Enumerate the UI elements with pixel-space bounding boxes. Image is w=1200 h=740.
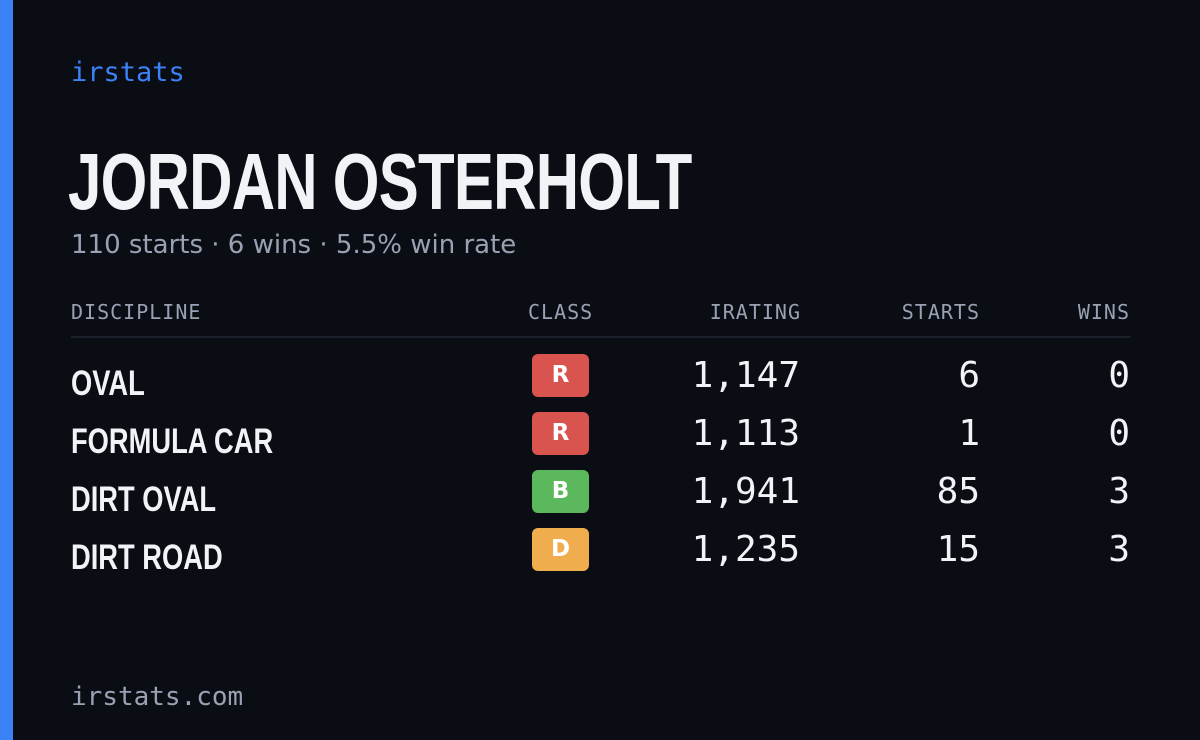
header-starts: STARTS — [901, 300, 980, 324]
wins-value: 3 — [1108, 471, 1130, 512]
header-discipline: DISCIPLINE — [71, 300, 202, 324]
discipline-name: DIRT ROAD — [71, 538, 223, 577]
table-row: FORMULA CAR R 1,113 1 0 — [71, 410, 1131, 468]
discipline-name: OVAL — [71, 364, 145, 403]
class-badge: R — [532, 412, 589, 455]
table-header: DISCIPLINE CLASS IRATING STARTS WINS — [71, 296, 1131, 338]
header-irating: IRATING — [709, 300, 801, 324]
class-badge: B — [532, 470, 589, 513]
irating-value: 1,941 — [691, 471, 800, 512]
driver-name: JORDAN OSTERHOLT — [68, 137, 692, 226]
class-badge: D — [532, 528, 589, 571]
header-wins: WINS — [1077, 300, 1130, 324]
footer-url: irstats.com — [71, 682, 244, 712]
discipline-table: DISCIPLINE CLASS IRATING STARTS WINS OVA… — [71, 296, 1131, 584]
starts-value: 85 — [936, 471, 980, 512]
table-row: OVAL R 1,147 6 0 — [71, 352, 1131, 410]
irating-value: 1,113 — [691, 413, 800, 454]
irating-value: 1,147 — [691, 355, 800, 396]
starts-value: 15 — [936, 529, 980, 570]
irating-value: 1,235 — [691, 529, 800, 570]
table-body: OVAL R 1,147 6 0 FORMULA CAR R 1,113 1 0… — [71, 352, 1131, 584]
table-row: DIRT OVAL B 1,941 85 3 — [71, 468, 1131, 526]
starts-value: 1 — [958, 413, 980, 454]
discipline-name: DIRT OVAL — [71, 480, 217, 519]
starts-value: 6 — [958, 355, 980, 396]
accent-bar — [0, 0, 13, 740]
wins-value: 0 — [1108, 413, 1130, 454]
wins-value: 0 — [1108, 355, 1130, 396]
discipline-name: FORMULA CAR — [71, 422, 274, 461]
header-class: CLASS — [528, 300, 594, 324]
class-badge: R — [532, 354, 589, 397]
wins-value: 3 — [1108, 529, 1130, 570]
table-row: DIRT ROAD D 1,235 15 3 — [71, 526, 1131, 584]
brand-logo-text: irstats — [71, 57, 185, 88]
driver-summary: 110 starts · 6 wins · 5.5% win rate — [71, 230, 517, 260]
